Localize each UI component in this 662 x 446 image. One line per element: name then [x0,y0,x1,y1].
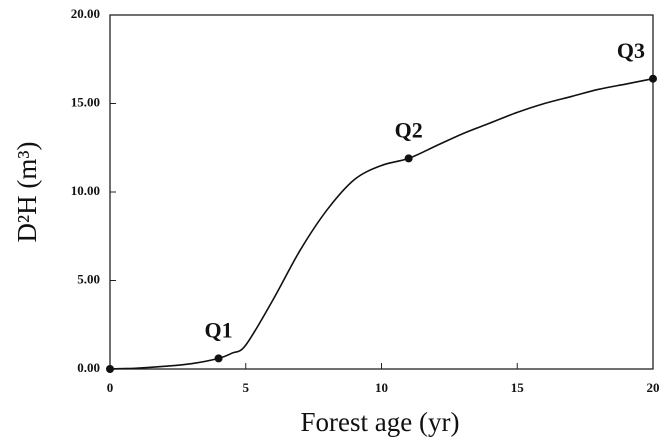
point-label: Q3 [617,38,645,63]
x-tick-label: 0 [107,380,114,395]
point-label: Q2 [395,117,423,142]
point [404,154,413,163]
x-tick-label: 10 [375,380,388,395]
y-axis-title: D²H (m³) [12,142,42,243]
plot-frame [109,14,654,370]
point [649,74,657,83]
point [106,365,114,373]
x-axis-title: Forest age (yr) [301,407,460,437]
y-tick-label: 10.00 [71,183,100,198]
point [214,354,223,363]
x-tick-label: 5 [243,380,250,395]
x-tick-label: 20 [647,380,660,395]
y-tick-label: 0.00 [77,360,100,375]
x-tick-label: 15 [511,380,525,395]
y-tick-label: 20.00 [71,6,100,21]
y-tick-label: 15.00 [71,94,100,109]
point-label: Q1 [205,317,233,342]
growth-curve [109,77,654,370]
y-tick-label: 5.00 [77,271,100,286]
